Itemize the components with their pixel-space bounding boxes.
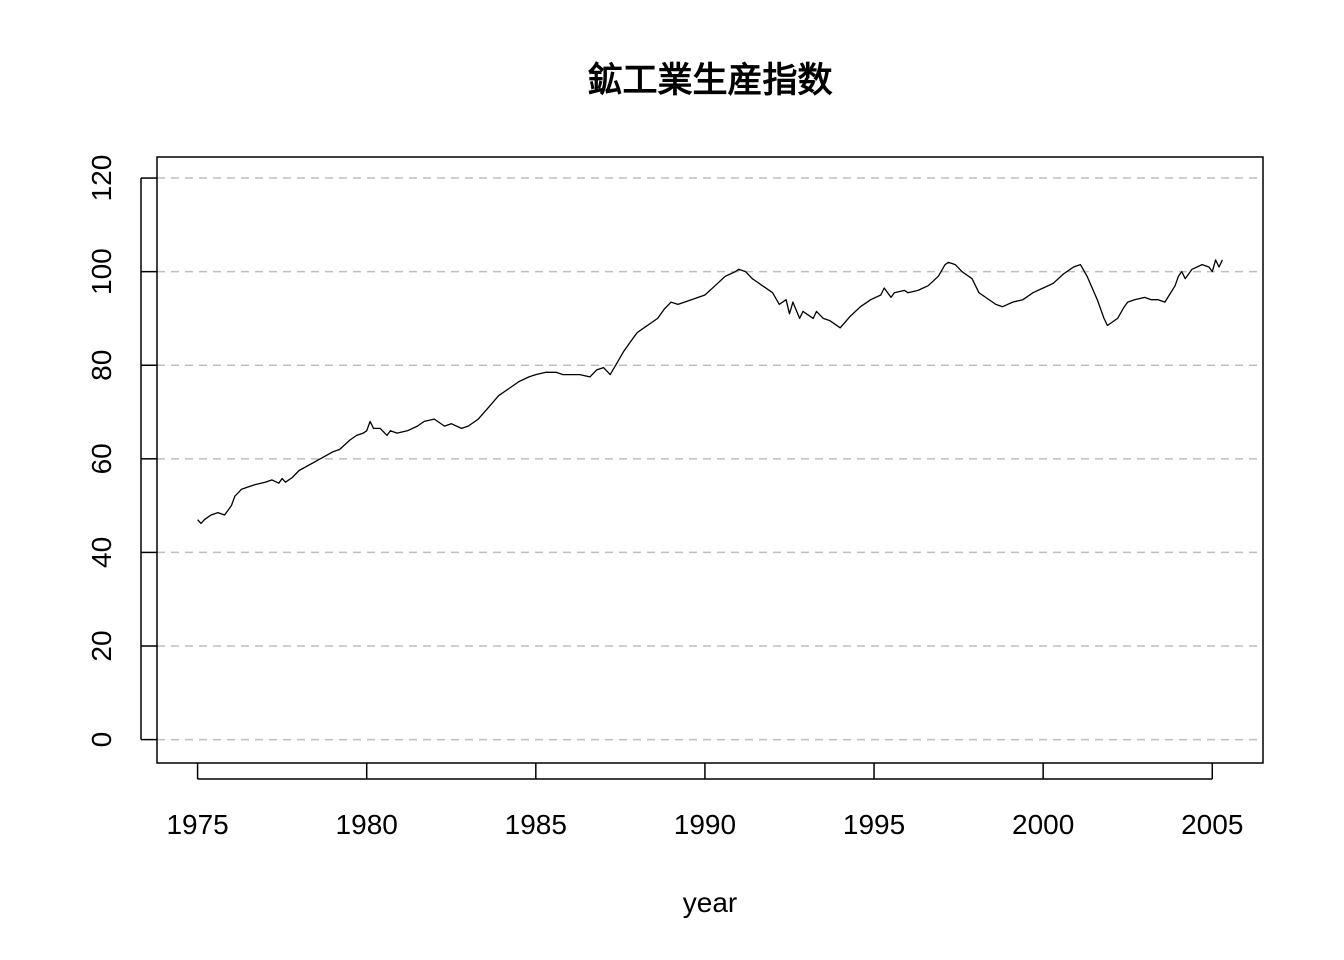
x-tick-label: 2005 bbox=[1181, 809, 1243, 840]
x-tick-label: 1995 bbox=[843, 809, 905, 840]
x-tick-label: 1975 bbox=[166, 809, 228, 840]
chart-title: 鉱工業生産指数 bbox=[587, 60, 832, 101]
x-tick-label: 1990 bbox=[674, 809, 736, 840]
y-tick-label: 40 bbox=[86, 537, 117, 568]
y-tick-label: 100 bbox=[86, 248, 117, 295]
y-tick-label: 120 bbox=[86, 155, 117, 202]
x-axis: 1975 1980 1985 1990 1995 2000 2005 bbox=[166, 763, 1243, 840]
y-tick-label: 60 bbox=[86, 443, 117, 474]
y-axis: 0 20 40 60 80 100 120 bbox=[86, 155, 157, 748]
grid-lines bbox=[157, 177, 1263, 741]
x-axis-label: year bbox=[683, 887, 737, 918]
x-tick-label: 1980 bbox=[336, 809, 398, 840]
y-tick-label: 0 bbox=[86, 732, 117, 748]
x-tick-label: 2000 bbox=[1012, 809, 1074, 840]
y-tick-label: 80 bbox=[86, 350, 117, 381]
series-line bbox=[197, 259, 1223, 525]
plot-frame bbox=[156, 156, 1264, 764]
x-tick-label: 1985 bbox=[505, 809, 567, 840]
y-tick-label: 20 bbox=[86, 630, 117, 661]
